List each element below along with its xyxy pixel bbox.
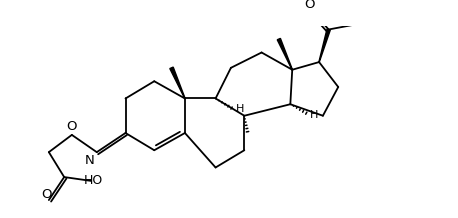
Polygon shape (319, 29, 330, 62)
Polygon shape (170, 67, 185, 99)
Text: H: H (310, 110, 319, 120)
Text: N: N (85, 154, 95, 167)
Text: O: O (304, 0, 315, 11)
Text: HO: HO (84, 174, 104, 187)
Text: O: O (42, 188, 52, 201)
Polygon shape (277, 38, 292, 70)
Text: O: O (66, 120, 77, 133)
Text: H: H (235, 104, 244, 114)
